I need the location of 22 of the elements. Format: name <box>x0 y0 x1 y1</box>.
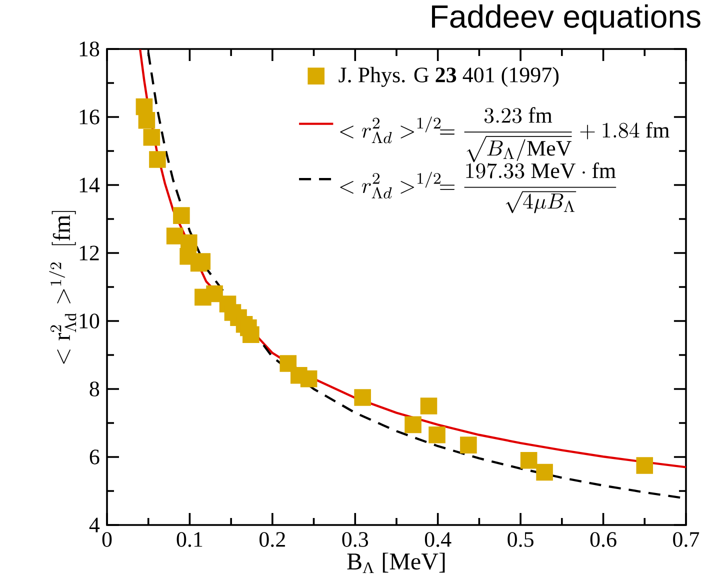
x-tick-label: 0 <box>102 532 112 547</box>
x-tick-label: 0.4 <box>424 532 452 547</box>
legend-label: $< r^{2}_{\Lambda d} >^{1/2}\!= \frac{197.33\mathrm{~MeV}\cdot\mathrm{fm}}{\sqrt{4\mu B_\Lambda}}$ <box>340 162 616 214</box>
x-tick-label: 0.5 <box>508 532 534 547</box>
x-tick-label: 0.7 <box>673 532 700 547</box>
x-tick-label: 0.3 <box>342 532 368 547</box>
y-tick-label: 6 <box>90 450 100 464</box>
x-tick-label: 0.2 <box>260 532 285 547</box>
x-tick-label: 0.1 <box>176 532 202 547</box>
y-tick-label: 10 <box>80 314 100 328</box>
chart-title: Faddeev equations <box>432 4 700 34</box>
y-tick-label: 12 <box>80 246 99 260</box>
legend-label: J. Phys. G 23 401 (1997) <box>338 66 559 87</box>
x-axis-title: B$_{Λ}$ [MeV] <box>347 552 445 573</box>
y-tick-label: 8 <box>90 382 100 396</box>
legend-label: $< r^{2}_{\Lambda d} >^{1/2}\!= \frac{3.23\mathrm{~fm}}{\sqrt{B_\Lambda/\mathrm{MeV}}} + 1.84\mathrm{~fm}$ <box>340 107 670 162</box>
y-tick-label: 14 <box>80 178 100 192</box>
y-tick-label: 16 <box>80 110 100 124</box>
y-tick-label: 18 <box>80 42 100 56</box>
x-tick-label: 0.6 <box>590 532 616 547</box>
y-axis-title: $<\mathrm{r}^{2}_{\Lambda\mathrm{d}}>^{1/2}\ [\mathrm{fm}]$ <box>49 211 76 364</box>
y-tick-label: 4 <box>89 518 100 532</box>
